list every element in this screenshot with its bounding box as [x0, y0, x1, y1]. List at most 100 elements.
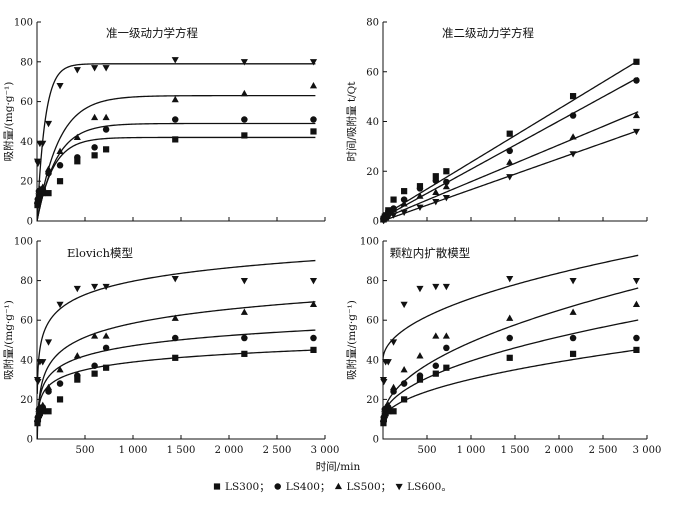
data-point: [44, 383, 53, 391]
x-tick-label: 3 000: [311, 445, 340, 456]
y-tick-label: 100: [14, 18, 33, 29]
data-point: [241, 350, 248, 357]
data-point: [432, 332, 440, 339]
data-point: [103, 146, 110, 153]
data-point: [241, 116, 248, 123]
data-point: [44, 120, 53, 128]
y-tick-label: 0: [373, 217, 379, 228]
data-point: [506, 314, 514, 321]
data-point: [384, 401, 392, 408]
data-point: [389, 205, 398, 213]
data-point: [240, 277, 248, 285]
data-point: [632, 277, 641, 285]
y-tick-label: 40: [366, 117, 379, 128]
data-point: [442, 194, 450, 202]
data-point: [310, 128, 317, 135]
x-tick-label: 2 500: [263, 445, 292, 456]
data-point: [416, 185, 424, 192]
data-point: [56, 178, 64, 185]
data-point: [56, 365, 64, 373]
data-point: [241, 334, 248, 342]
fit-curve: [383, 254, 639, 360]
y-tick-label: 20: [20, 395, 33, 406]
data-point: [416, 204, 424, 212]
data-point: [56, 396, 64, 403]
x-tick-label: 500: [417, 445, 436, 456]
data-point: [73, 352, 81, 359]
data-point: [632, 128, 641, 136]
fit-curve: [37, 259, 316, 394]
legend-item-LS600: LS600。: [395, 481, 452, 493]
data-point: [171, 95, 179, 103]
y-tick-label: 60: [20, 316, 33, 327]
y-tick-label: 20: [366, 167, 379, 178]
x-tick-label: 1 500: [501, 445, 530, 456]
series-LS300: [380, 346, 640, 427]
data-point: [506, 174, 514, 181]
legend-label: LS500；: [346, 481, 391, 493]
data-point: [44, 165, 53, 172]
x-tick-label: 2 000: [545, 445, 574, 456]
data-point: [73, 285, 81, 293]
legend-marker: [395, 483, 403, 491]
panel-title: Elovich模型: [67, 246, 133, 260]
y-tick-label: 80: [366, 18, 379, 29]
series-LS500: [33, 81, 318, 221]
x-tick-label: 2 000: [215, 445, 244, 456]
data-point: [400, 380, 408, 387]
data-point: [34, 378, 42, 386]
data-point: [39, 140, 47, 148]
fit-curve: [383, 60, 639, 217]
data-point: [400, 209, 408, 217]
data-point: [384, 214, 392, 221]
data-point: [44, 339, 53, 346]
y-tick-label: 60: [366, 316, 379, 327]
legend-item-LS300: LS300；: [213, 481, 270, 493]
data-point: [34, 160, 42, 168]
data-point: [39, 359, 47, 366]
data-point: [171, 334, 179, 342]
data-point: [73, 67, 81, 74]
data-point: [45, 190, 52, 197]
data-point: [171, 116, 179, 123]
data-point: [442, 283, 450, 291]
y-tick-label: 80: [20, 276, 33, 287]
x-tick-label: 1 500: [167, 445, 196, 456]
data-point: [171, 57, 179, 64]
data-point: [506, 334, 513, 342]
data-point: [39, 401, 47, 408]
y-tick-label: 60: [366, 67, 379, 78]
data-point: [56, 162, 64, 169]
legend-label: LS400；: [286, 481, 331, 493]
data-point: [56, 83, 64, 90]
data-point: [309, 277, 318, 285]
data-point: [400, 200, 408, 207]
y-tick-label: 40: [366, 355, 379, 366]
legend-marker: [274, 483, 281, 490]
x-tick-label: 1 000: [119, 445, 148, 456]
series-LS600: [33, 259, 318, 394]
axes-p1: [36, 22, 325, 222]
series-LS600: [379, 128, 641, 225]
fit-curve: [37, 301, 316, 439]
series-LS400: [380, 77, 640, 223]
legend-label: LS300；: [225, 481, 270, 493]
data-point: [632, 111, 641, 119]
data-point: [74, 372, 81, 379]
x-tick-label: 1 000: [457, 445, 486, 456]
data-point: [91, 152, 98, 159]
y-tick-label: 40: [20, 355, 33, 366]
data-point: [39, 183, 47, 190]
y-tick-label: 0: [373, 435, 379, 446]
y-tick-label: 20: [366, 395, 379, 406]
data-point: [74, 154, 81, 161]
data-point: [633, 58, 640, 65]
panel-title: 准一级动力学方程: [106, 26, 198, 40]
data-point: [416, 192, 424, 199]
data-point: [240, 59, 248, 66]
data-point: [633, 77, 640, 84]
data-point: [506, 275, 514, 283]
data-point: [432, 283, 440, 291]
